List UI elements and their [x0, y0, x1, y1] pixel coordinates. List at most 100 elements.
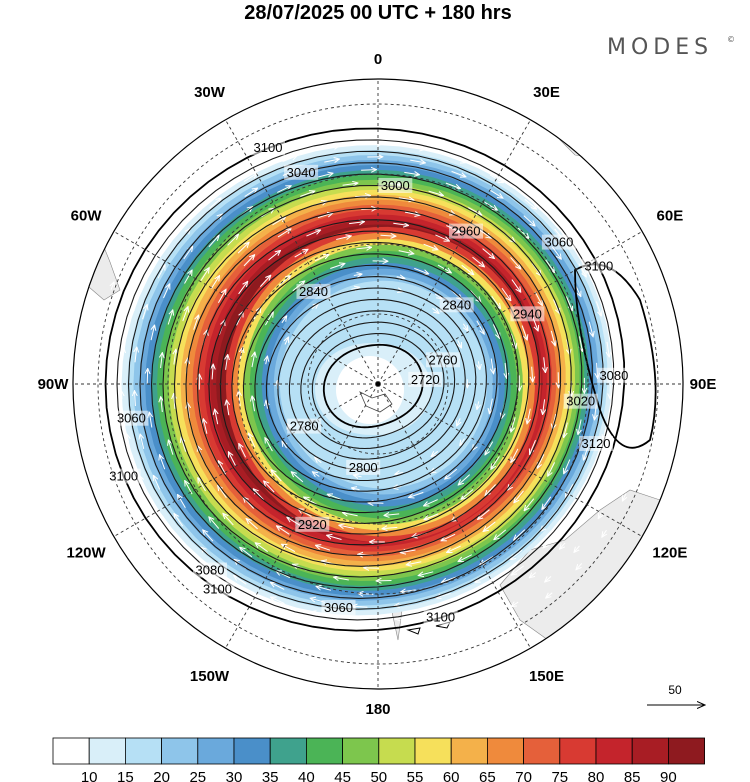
wind-vector [428, 190, 443, 195]
longitude-label: 90E [690, 376, 717, 393]
colorbar-label: 35 [262, 769, 279, 782]
contour-label: 2780 [287, 418, 322, 434]
wind-vector [285, 337, 288, 345]
wind-vector [309, 652, 317, 654]
wind-vector [264, 481, 275, 493]
wind-vector [292, 472, 304, 483]
wind-vector [512, 565, 525, 575]
wind-vector [484, 521, 496, 531]
svg-text:3060: 3060 [324, 600, 353, 615]
wind-vector [110, 345, 111, 354]
wind-vector [238, 282, 248, 295]
wind-vector [574, 545, 580, 552]
wind-vector [272, 217, 285, 226]
colorbar-label: 10 [81, 769, 98, 782]
wind-vector [645, 330, 646, 339]
colorbar-label: 60 [443, 769, 460, 782]
wind-vector [352, 488, 360, 490]
wind-vector [333, 120, 341, 121]
wind-vector [208, 236, 219, 248]
wind-vector [203, 530, 214, 542]
colorbar-swatch [559, 737, 597, 765]
wind-vector [382, 527, 398, 528]
wind-vector [542, 496, 552, 509]
wind-vector [139, 531, 143, 539]
wind-vector [451, 156, 465, 162]
wind-vector [472, 256, 485, 267]
wind-vector [183, 247, 193, 260]
wind-vector [521, 325, 527, 340]
wind-vector [607, 341, 609, 357]
wind-vector [277, 526, 290, 535]
contour-label: 2720 [408, 371, 443, 387]
wind-vector [532, 366, 533, 382]
wind-vector [314, 255, 329, 262]
wind-vector [477, 401, 479, 409]
meridian [377, 119, 531, 385]
wind-vector [533, 172, 540, 178]
wind-vector [161, 353, 163, 369]
wind-vector [489, 174, 503, 183]
contour-3020 [150, 173, 583, 589]
wind-vector [142, 305, 148, 320]
wind-vector [317, 213, 332, 219]
wind-vector [97, 410, 98, 418]
wind-vector [511, 602, 519, 606]
wind-vector [513, 175, 521, 180]
wind-vector [638, 454, 640, 462]
wind-vector [612, 307, 614, 316]
wind-vector [517, 227, 529, 238]
wind-vector [300, 191, 314, 197]
wind-vector [215, 410, 218, 425]
contour-label: 2920 [295, 516, 330, 532]
colorbar-swatch [342, 737, 380, 765]
wind-vector [510, 333, 516, 348]
wind-vector [243, 174, 257, 182]
wind-vector [291, 128, 300, 130]
svg-text:2760: 2760 [429, 352, 458, 367]
wind-vector [155, 226, 160, 233]
wind-vector [193, 315, 199, 330]
contour-label: 3000 [378, 178, 413, 193]
svg-text:3060: 3060 [544, 235, 573, 250]
wind-vector [434, 650, 443, 652]
longitude-label: 0 [374, 51, 382, 68]
contour-3040 [139, 162, 593, 599]
wind-reference-value: 50 [668, 683, 682, 697]
wind-vector [147, 369, 148, 384]
contour-label: 3060 [541, 234, 576, 250]
wind-vector [534, 158, 542, 163]
wind-vector [227, 400, 229, 416]
wind-vector [445, 182, 460, 188]
antarctic-coast [359, 391, 393, 413]
wind-vector [252, 352, 255, 368]
wind-vector [315, 458, 322, 464]
wind-vector [511, 448, 519, 462]
wind-vector [324, 159, 339, 162]
wind-vector [184, 270, 192, 284]
wind-vector [451, 170, 466, 176]
wind-vector [169, 228, 174, 236]
wind-vector [311, 304, 318, 310]
wind-vector [418, 109, 427, 110]
wind-vector [524, 498, 535, 511]
wind-vector [578, 419, 581, 435]
colorbar-label: 65 [479, 769, 496, 782]
wind-vector [304, 497, 318, 506]
wind-vector [492, 324, 499, 338]
wind-vector [384, 514, 400, 516]
wind-vector [244, 188, 258, 198]
colorbar-swatch [378, 737, 416, 765]
wind-vector [505, 363, 507, 378]
contour-label: 2800 [346, 459, 381, 475]
wind-vector [135, 347, 137, 363]
wind-vector [490, 398, 493, 414]
wind-vector [230, 170, 238, 175]
contour-2740 [311, 332, 434, 439]
latitude-circle [307, 313, 449, 455]
wind-vector [252, 602, 260, 606]
wind-vector [129, 243, 133, 251]
map-border [72, 78, 684, 690]
wind-vector [278, 276, 290, 286]
